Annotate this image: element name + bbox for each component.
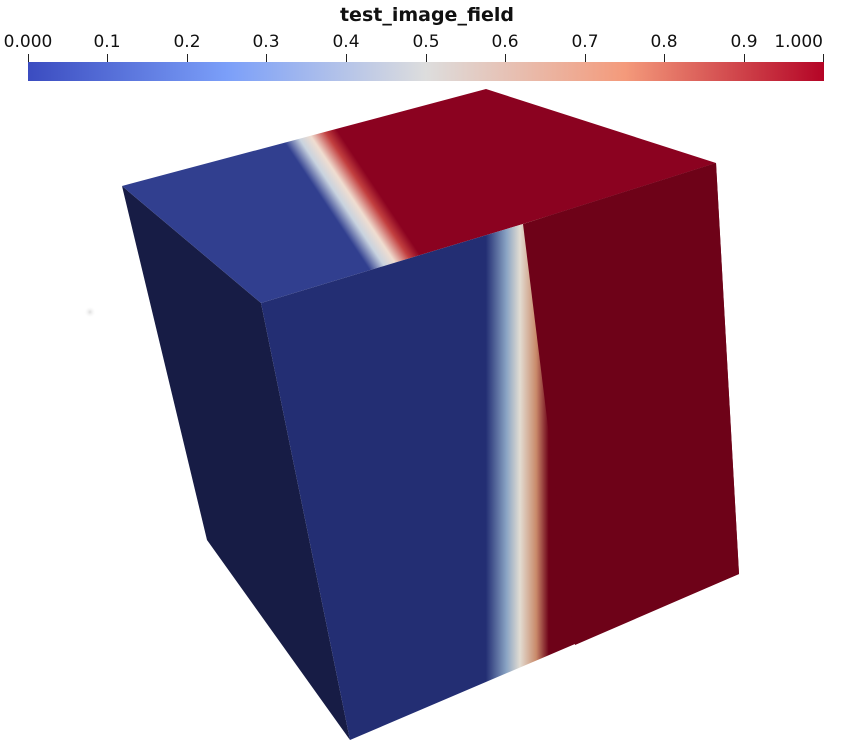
tick-label-3: 0.3 — [252, 32, 279, 52]
colorbar-tick-labels: 0.000 0.1 0.2 0.3 0.4 0.5 0.6 0.7 0.8 0.… — [4, 32, 823, 52]
tick-label-2: 0.2 — [173, 32, 200, 52]
colorbar-gradient — [28, 62, 824, 81]
cube-mesh[interactable] — [122, 89, 739, 740]
tick-label-9: 0.9 — [730, 32, 757, 52]
render-speck — [84, 306, 96, 318]
tick-label-1: 0.1 — [93, 32, 120, 52]
tick-label-10: 1.000 — [774, 32, 823, 52]
tick-label-4: 0.4 — [332, 32, 359, 52]
tick-label-0: 0.000 — [4, 32, 53, 52]
tick-label-5: 0.5 — [412, 32, 439, 52]
colorbar-title: test_image_field — [340, 4, 514, 26]
tick-label-8: 0.8 — [650, 32, 677, 52]
tick-label-7: 0.7 — [571, 32, 598, 52]
colorbar: test_image_field 0.000 0.1 0.2 0.3 0.4 0… — [4, 4, 824, 81]
cube-left-face[interactable] — [122, 186, 350, 740]
cube-right-face[interactable] — [523, 163, 739, 645]
tick-label-6: 0.6 — [491, 32, 518, 52]
colorbar-ticks — [28, 54, 824, 62]
cube-top-face[interactable] — [122, 89, 716, 303]
